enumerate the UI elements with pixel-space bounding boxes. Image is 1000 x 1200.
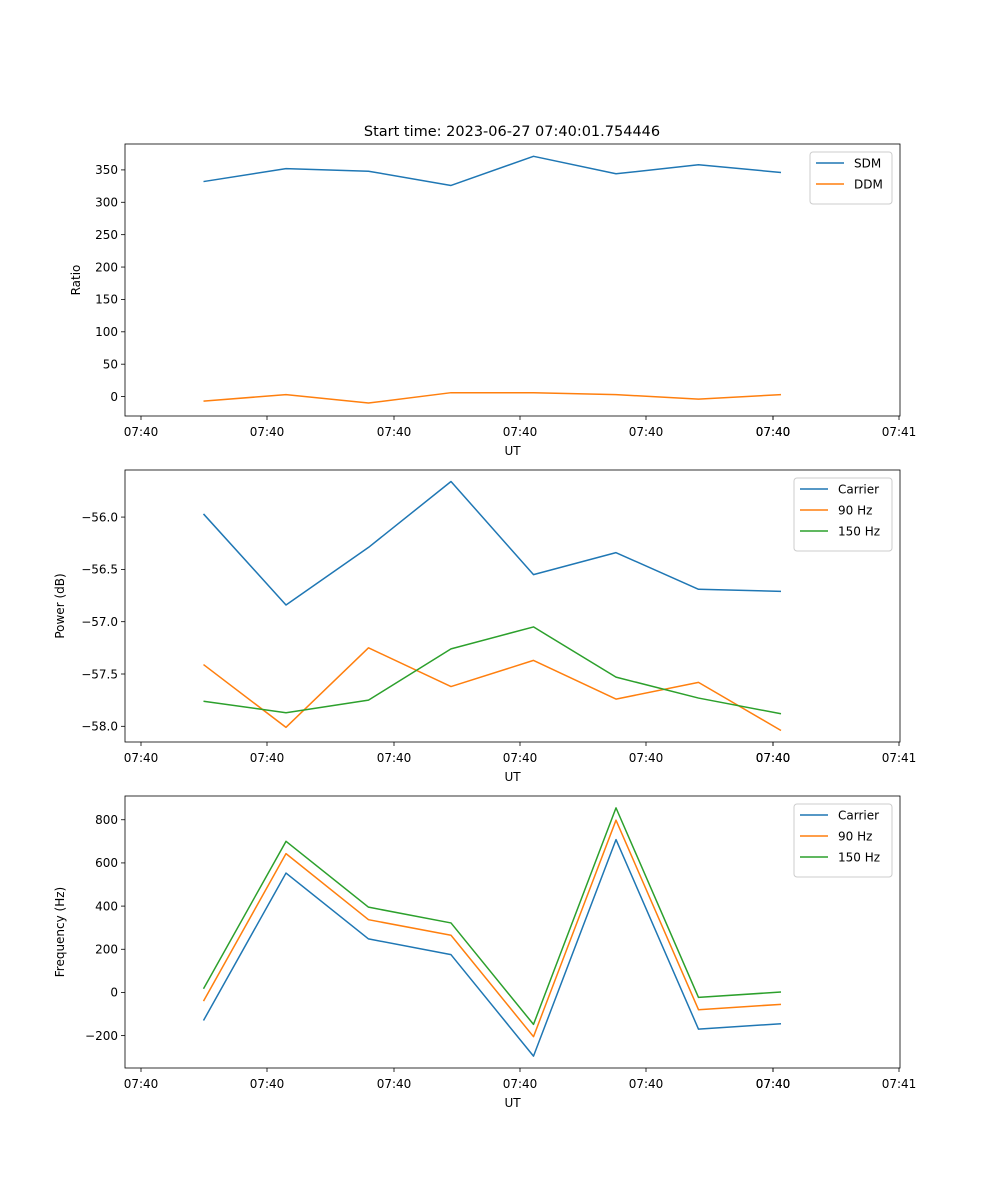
x-tick-label: 07:40 [629,751,664,765]
x-tick-label: 07:40 [756,751,791,765]
series-line [202,807,782,1026]
x-axis-label: UT [504,1096,521,1110]
y-tick-label: −57.0 [81,615,118,629]
y-tick-label: 200 [95,943,118,957]
legend-label: 90 Hz [838,504,872,518]
series-line [202,480,782,606]
x-tick-label: 07:40 [756,425,791,439]
y-tick-label: 400 [95,899,118,913]
y-axis-label: Frequency (Hz) [53,887,67,978]
x-tick-label: 07:40 [756,1077,791,1091]
legend-label: Carrier [838,809,879,823]
x-tick-label: 07:41 [882,751,917,765]
x-tick-label: 07:41 [882,425,917,439]
x-tick-label: 07:40 [756,425,791,439]
x-tick-label: 07:41 [882,1077,917,1091]
series-line [203,155,782,187]
series-line [202,819,782,1038]
legend: Carrier 90 Hz 150 Hz [793,803,893,878]
x-tick-label: 07:40 [503,425,538,439]
x-tick-label: 07:40 [377,1077,412,1091]
y-axis-label: Ratio [69,265,83,296]
y-tick-label: 800 [95,813,118,827]
legend-frame [793,803,893,878]
legend-frame [793,477,893,552]
x-axis-label: UT [504,444,521,458]
x-tick-label: 07:40 [124,425,159,439]
x-tick-label: 07:40 [377,751,412,765]
legend-label: 90 Hz [838,830,872,844]
x-tick-label: 07:40 [377,425,412,439]
y-tick-label: −56.5 [81,563,118,577]
legend-label: Carrier [838,483,879,497]
y-tick-label: 50 [103,357,118,371]
x-tick-label: 07:40 [250,1077,285,1091]
y-tick-label: 250 [95,228,118,242]
x-tick-label: 07:40 [503,751,538,765]
series-line [203,391,782,404]
x-tick-label: 07:40 [756,1077,791,1091]
x-tick-label: 07:40 [124,751,159,765]
y-tick-label: −200 [85,1029,118,1043]
y-tick-label: 100 [95,325,118,339]
legend-label: DDM [854,178,883,192]
legend-label: 150 Hz [838,525,880,539]
series-line [203,626,782,715]
x-tick-label: 07:40 [124,1077,159,1091]
legend: SDM DDM [809,151,893,205]
figure-title: Start time: 2023-06-27 07:40:01.754446 [364,124,660,140]
x-axis-label: UT [504,770,521,784]
legend: Carrier 90 Hz 150 Hz [793,477,893,552]
legend-frame [809,151,893,205]
series-line [203,647,782,732]
y-axis-label: Power (dB) [53,573,67,638]
y-tick-label: 0 [110,390,118,404]
y-tick-label: 600 [95,856,118,870]
y-tick-label: −57.5 [81,667,118,681]
axes-frame [124,469,901,743]
axes-frame [124,143,901,417]
x-tick-label: 07:40 [629,1077,664,1091]
y-tick-label: −56.0 [81,510,118,524]
y-tick-label: 0 [110,986,118,1000]
y-tick-label: −58.0 [81,720,118,734]
y-tick-label: 350 [95,163,118,177]
x-tick-label: 07:40 [756,751,791,765]
axes-frame [124,795,901,1069]
x-tick-label: 07:40 [250,751,285,765]
legend-label: 150 Hz [838,851,880,865]
x-tick-label: 07:40 [503,1077,538,1091]
series-line [202,838,782,1057]
y-tick-label: 300 [95,196,118,210]
x-tick-label: 07:40 [250,425,285,439]
y-tick-label: 200 [95,260,118,274]
legend-label: SDM [854,157,881,171]
x-tick-label: 07:40 [629,425,664,439]
y-tick-label: 150 [95,293,118,307]
